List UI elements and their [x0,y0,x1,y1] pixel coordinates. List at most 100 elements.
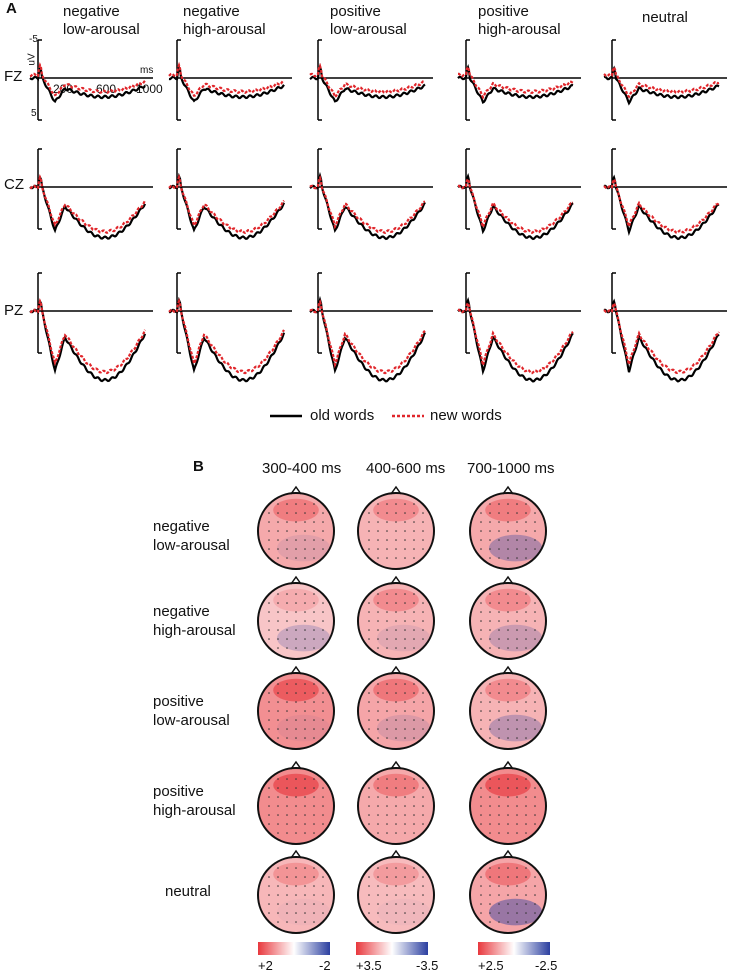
electrode-dot [286,548,288,550]
electrode-dot [295,620,297,622]
electrode-dot [313,787,315,789]
electrode-dot [277,548,279,550]
topo-positive-region [273,678,319,702]
electrode-dot [534,885,536,887]
topo-map-5-2 [357,849,435,934]
electrode-dot [525,683,527,685]
electrode-dot [313,557,315,559]
electrode-dot [377,903,379,905]
electrode-dot [386,912,388,914]
electrode-dot [304,638,306,640]
electrode-dot [534,521,536,523]
electrode-dot [516,805,518,807]
electrode-dot [368,728,370,730]
electrode-dot [304,710,306,712]
electrode-dot [313,876,315,878]
topo-map-1-2 [357,485,435,570]
erp-trace-old-words [457,173,574,241]
electrode-dot [313,814,315,816]
electrode-dot [386,832,388,834]
electrode-dot [313,602,315,604]
electrode-dot [313,823,315,825]
electrode-dot [286,611,288,613]
electrode-dot [277,778,279,780]
nose-marker [502,485,514,495]
electrode-dot [313,620,315,622]
electrode-dot [295,823,297,825]
electrode-dot [386,512,388,514]
erp-trace-new-words [168,173,285,235]
head-outline [257,767,335,845]
electrode-dot [480,885,482,887]
electrode-dot [404,885,406,887]
time-window-2: 400-600 ms [366,460,446,477]
electrode-dot [413,778,415,780]
electrode-dot [413,719,415,721]
electrode-dot [516,823,518,825]
electrode-dot [386,701,388,703]
electrode-dot [313,539,315,541]
electrode-dot [489,683,491,685]
electrode-dot [516,593,518,595]
erp-trace-old-words [309,295,426,383]
electrode-dot [377,885,379,887]
electrode-dot [304,903,306,905]
electrode-dot [268,805,270,807]
electrode-dot [489,823,491,825]
topo-positive-region [273,588,319,612]
topo-map-2-3 [469,575,547,660]
electrode-dot [489,912,491,914]
electrode-dot [277,593,279,595]
electrode-dot [313,912,315,914]
electrode-dot [395,602,397,604]
electrode-dot [404,683,406,685]
electrode-dot [368,692,370,694]
electrode-dot [386,921,388,923]
topo-map-5-1 [257,849,335,934]
electrode-dot [525,710,527,712]
electrode-dot [507,710,509,712]
electrode-dot [413,921,415,923]
electrode-dot [422,814,424,816]
electrode-dot [480,787,482,789]
erp-plot-cz-3 [309,148,433,241]
electrode-dot [525,805,527,807]
head-outline [469,767,547,845]
electrode-dot [413,647,415,649]
electrode-dot [516,503,518,505]
topo-map-1-1 [257,485,335,570]
electrode-dot [295,876,297,878]
electrode-dot [422,787,424,789]
topo-row-label-2: negative high-arousal [153,603,236,639]
electrode-dot [525,701,527,703]
erp-trace-old-words [29,65,146,104]
head-outline [469,582,547,660]
electrode-dot [313,647,315,649]
colorbar-1-min: +2 [258,958,273,973]
electrode-dot [386,867,388,869]
electrode-dot [507,593,509,595]
electrode-dot [422,629,424,631]
electrode-dot [377,539,379,541]
electrode-dot [395,629,397,631]
electrode-dot [404,867,406,869]
electrode-dot [480,710,482,712]
electrode-dot [277,876,279,878]
electrode-dot [516,912,518,914]
electrode-dot [304,593,306,595]
electrode-dot [386,611,388,613]
electrode-dot [368,787,370,789]
erp-column-title-2: negative high-arousal [183,3,266,38]
electrode-dot [489,557,491,559]
y-axis-bottom-tick: 5 [31,108,37,119]
colorbar-1 [258,942,330,955]
colorbar-2-min: +3.5 [356,958,382,973]
electrode-dot [286,503,288,505]
electrode-dot [295,512,297,514]
electrode-dot [386,805,388,807]
electrode-dot [277,530,279,532]
electrode-dot [304,701,306,703]
electrode-dot [413,796,415,798]
electrode-dot [295,683,297,685]
electrode-dot [395,728,397,730]
